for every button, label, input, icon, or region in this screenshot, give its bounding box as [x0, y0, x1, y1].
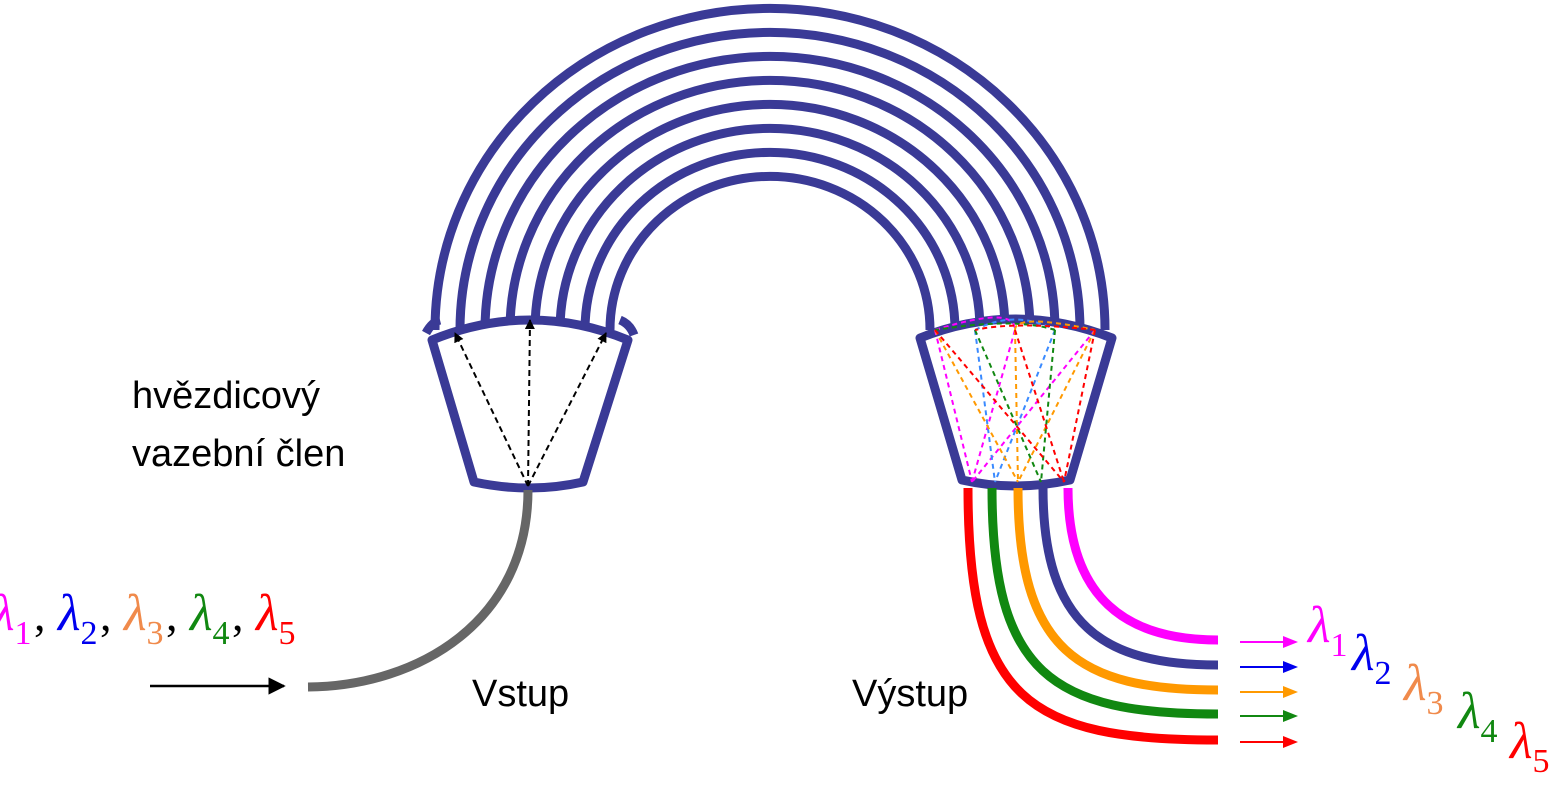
output-fiber: [987, 487, 1219, 719]
bundle-fiber: [430, 3, 1110, 331]
output-ray: [934, 316, 1016, 331]
output-fiber: [1013, 487, 1219, 695]
output-fiber: [1063, 487, 1219, 645]
output-ray: [934, 329, 1019, 483]
output-ray: [1014, 329, 1019, 483]
input-coupler-rays: [454, 319, 607, 487]
input-wavelength-5: λ5: [254, 585, 296, 652]
output-ray: [934, 329, 973, 483]
input-wavelength-1: λ1: [0, 585, 32, 652]
bundle-fiber: [605, 171, 935, 331]
output-ray: [974, 329, 996, 483]
output-wavelength-3: λ3: [1402, 655, 1444, 722]
bundle-fiber: [505, 75, 1035, 331]
output-ray: [1017, 329, 1096, 483]
output-arrow-head: [1283, 636, 1298, 648]
output-wavelength-5: λ5: [1508, 713, 1550, 780]
output-coupler-rays: [934, 316, 1096, 483]
output-wavelength-2: λ2: [1350, 625, 1392, 692]
output-ray: [934, 322, 1056, 331]
input-star-coupler: [422, 315, 639, 493]
output-ray: [1063, 329, 1096, 483]
bundle-fiber: [455, 27, 1085, 331]
wavelength-separator: ,: [232, 589, 244, 640]
output-fiber: [1038, 487, 1219, 670]
output-ray: [934, 329, 1065, 483]
bundle-fiber: [480, 51, 1060, 331]
input-wavelength-2: λ2: [56, 585, 98, 652]
output-wavelength-list: λ1 λ2 λ3 λ4 λ5: [1306, 597, 1550, 780]
coupler-label-line1: hvězdicový: [132, 375, 320, 417]
input-label: Vstup: [472, 673, 569, 715]
bundle-fiber: [580, 147, 960, 331]
output-arrow-head: [1283, 661, 1298, 673]
wavelength-separator: ,: [166, 589, 178, 640]
output-wavelength-4: λ4: [1456, 683, 1498, 750]
output-wavelength-1: λ1: [1306, 597, 1348, 664]
bundle-fiber: [555, 123, 985, 331]
output-fiber: [963, 487, 1219, 745]
output-arrows: [1240, 636, 1298, 748]
wavelength-separator: ,: [34, 589, 46, 640]
output-arrow-head: [1283, 710, 1298, 722]
input-fiber: [307, 489, 533, 692]
input-wavelength-4: λ4: [188, 585, 230, 652]
output-label: Výstup: [852, 673, 968, 715]
input-wavelength-3: λ3: [122, 585, 164, 652]
coupler-label-line2: vazební člen: [132, 433, 345, 475]
wavelength-separator: ,: [100, 589, 112, 640]
output-ray: [1014, 320, 1096, 331]
output-ray: [974, 329, 1042, 483]
fiber-bundle-arc: [430, 3, 1110, 331]
bundle-fiber: [530, 99, 1010, 331]
output-arrow-head: [1283, 736, 1298, 748]
output-arrow-head: [1283, 686, 1298, 698]
output-fibers: [963, 487, 1219, 745]
input-wavelength-list: λ1,λ2,λ3,λ4,λ5: [0, 585, 296, 652]
output-ray: [974, 324, 1096, 331]
